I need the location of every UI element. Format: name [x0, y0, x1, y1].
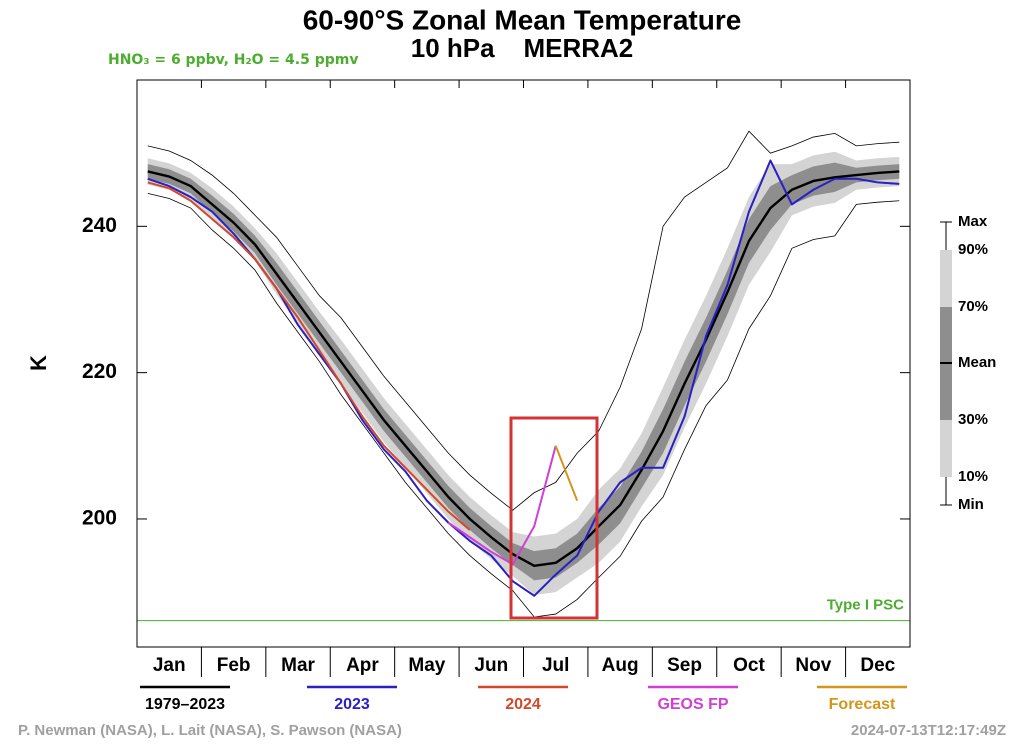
chart-title: 60-90°S Zonal Mean Temperature [303, 4, 742, 35]
band-legend-label: 30% [958, 411, 988, 428]
band-legend-label: Max [958, 213, 988, 230]
series-line [447, 445, 557, 566]
credit: P. Newman (NASA), L. Lait (NASA), S. Paw… [18, 722, 402, 739]
percentile-band [147, 162, 900, 581]
conditions-note: HNO₃ = 6 ppbv, H₂O = 4.5 ppmv [108, 52, 358, 68]
x-tick-label: Apr [346, 655, 379, 676]
legend-label: 2024 [505, 696, 541, 713]
x-tick-label: Oct [733, 655, 765, 676]
legend-label: 2023 [334, 696, 370, 713]
x-tick-label: Aug [602, 655, 639, 676]
band-legend-label: Mean [958, 354, 996, 371]
highlight-box [509, 416, 599, 620]
series-line [554, 445, 579, 502]
x-tick-label: May [408, 655, 445, 676]
x-tick-label: Dec [860, 655, 895, 676]
timestamp: 2024-07-13T12:17:49Z [851, 722, 1006, 739]
band-legend-outer [940, 250, 952, 307]
percentile-band [147, 151, 900, 596]
y-axis-label: K [26, 355, 51, 371]
x-tick-label: Sep [667, 655, 702, 676]
legend-label: GEOS FP [657, 696, 728, 713]
extreme-line [147, 130, 900, 511]
psc-label: Type I PSC [827, 597, 904, 614]
chart-subtitle: 10 hPa MERRA2 [411, 33, 634, 63]
band-legend-label: Min [958, 496, 984, 513]
legend-label: Forecast [829, 696, 896, 713]
x-tick-label: Mar [281, 655, 315, 676]
y-tick-label: 240 [82, 214, 117, 237]
extreme-line [147, 193, 900, 618]
band-legend-outer [940, 420, 952, 477]
series-line [147, 170, 900, 567]
series-line [147, 159, 900, 597]
plot-area [137, 130, 910, 622]
band-legend-label: 70% [958, 298, 988, 315]
band-legend-label: 10% [958, 468, 988, 485]
x-tick-label: Nov [795, 655, 831, 676]
legend-label: 1979–2023 [145, 696, 225, 713]
band-legend-label: 90% [958, 241, 988, 258]
y-tick-label: 220 [82, 360, 117, 383]
x-tick-label: Jan [153, 655, 186, 676]
series-line [147, 181, 471, 531]
y-tick-label: 200 [82, 507, 117, 530]
x-tick-label: Feb [217, 655, 251, 676]
x-tick-label: Jun [474, 655, 508, 676]
x-tick-label: Jul [542, 655, 569, 676]
